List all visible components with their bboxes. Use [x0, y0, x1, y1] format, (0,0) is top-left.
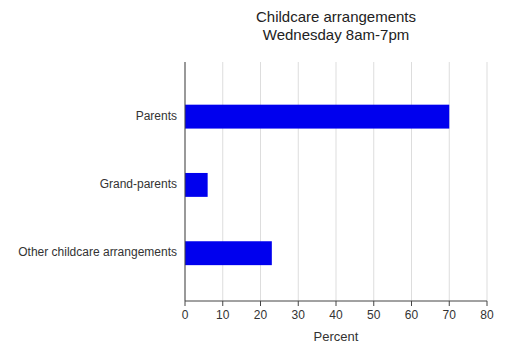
tick-mark [449, 301, 450, 306]
category-label: Other childcare arrangements [18, 245, 177, 259]
y-axis-line [185, 62, 186, 301]
grid-line [487, 62, 488, 301]
grid-line [185, 62, 186, 301]
bars [185, 105, 449, 265]
chart: 0 10 20 30 40 50 60 70 80 Other childcare arrange… [0, 0, 505, 359]
tick-mark [336, 301, 337, 306]
tick-label: 40 [329, 308, 343, 322]
tick-mark [487, 301, 488, 306]
bar [185, 105, 449, 129]
x-axis-label: Percent [314, 329, 359, 344]
grid [185, 62, 487, 301]
grid-line [373, 62, 374, 301]
tick-mark [411, 301, 412, 306]
y-axis: Other childcare arrangements Grand-parent… [18, 109, 177, 260]
grid-line [298, 62, 299, 301]
category-label: Grand-parents [100, 177, 177, 191]
bar [185, 241, 272, 265]
tick-label: 30 [292, 308, 306, 322]
x-axis: 0 10 20 30 40 50 60 70 80 [182, 301, 494, 322]
tick-label: 70 [443, 308, 457, 322]
tick-mark [298, 301, 299, 306]
category-label: Parents [136, 109, 177, 123]
tick-mark [260, 301, 261, 306]
tick-label: 0 [182, 308, 189, 322]
tick-label: 20 [254, 308, 268, 322]
grid-line [336, 62, 337, 301]
tick-mark [373, 301, 374, 306]
title: Childcare arrangementsWednesday 8am-7pm [256, 8, 416, 43]
grid-line [411, 62, 412, 301]
grid-line [449, 62, 450, 301]
tick-label: 50 [367, 308, 381, 322]
tick-label: 80 [480, 308, 494, 322]
tick-label: 60 [405, 308, 419, 322]
x-axis-line [185, 301, 487, 302]
bar [185, 173, 208, 197]
tick-mark [222, 301, 223, 306]
tick-mark [185, 301, 186, 306]
tick-label: 10 [216, 308, 230, 322]
